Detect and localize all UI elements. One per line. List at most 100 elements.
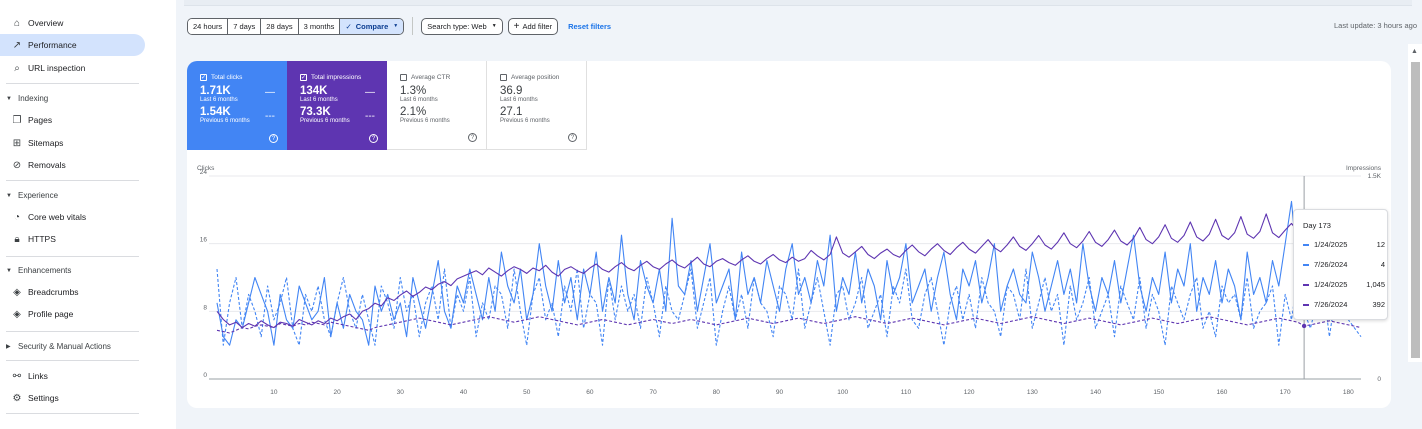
nav-performance[interactable]: ↗ Performance [0, 34, 145, 56]
solid-line-icon: — [365, 87, 375, 98]
x-tick-label: 180 [1343, 389, 1354, 396]
x-tick-label: 60 [586, 389, 594, 396]
section-indexing[interactable]: ▼ Indexing [6, 94, 48, 103]
caret-right-icon: ▶ [6, 344, 11, 350]
home-icon: ⌂ [13, 17, 21, 29]
x-tick-label: 10 [270, 389, 278, 396]
layers-icon: ◈ [13, 286, 21, 298]
scroll-up-arrow-icon[interactable]: ▲ [1411, 48, 1418, 55]
left-tick-label: 24 [200, 169, 208, 176]
metric-ctr-value: 1.3% [400, 85, 427, 97]
series-line [216, 268, 1362, 346]
chart-grid [209, 175, 1361, 380]
section-experience[interactable]: ▼ Experience [6, 191, 58, 200]
dashed-line-icon: --- [265, 111, 275, 122]
nav-core-web-vitals-label: Core web vitals [28, 212, 87, 222]
nav-pages-label: Pages [28, 115, 53, 125]
metric-average-ctr[interactable]: Average CTR 1.3% Last 6 months 2.1% Prev… [387, 61, 487, 150]
filter-toolbar: 24 hours 7 days 28 days 3 months ✓ Compar… [187, 17, 611, 35]
left-tick-label: 8 [203, 304, 207, 311]
x-tick-label: 100 [837, 389, 848, 396]
sidebar: ⌂ Overview ↗ Performance ⌕ URL inspection ▼… [0, 0, 150, 429]
metric-ctr-label: Average CTR [411, 74, 451, 81]
series-line [216, 316, 1362, 334]
section-indexing-label: Indexing [18, 94, 49, 103]
compare-label: Compare [355, 21, 389, 31]
search-type-label: Search type: Web [427, 21, 487, 31]
vertical-scrollbar[interactable]: ▲ [1408, 44, 1422, 362]
metric-label: ✓ Total impressions [300, 74, 387, 81]
nav-pages[interactable]: ❐ Pages [6, 109, 145, 131]
x-tick-label: 150 [1153, 389, 1164, 396]
nav-links[interactable]: ⚯ Links [6, 365, 145, 387]
section-security[interactable]: ▶ Security & Manual Actions [6, 342, 111, 351]
range-3m[interactable]: 3 months [298, 18, 341, 34]
metric-ctr-prev-period: Previous 6 months [400, 118, 450, 124]
nav-settings[interactable]: ⚙ Settings [6, 387, 145, 409]
metric-total-clicks[interactable]: ✓ Total clicks 1.71K — Last 6 months 1.54… [187, 61, 287, 150]
metric-impressions-period: Last 6 months [300, 97, 338, 103]
gauge-icon: ◔ [13, 211, 21, 223]
nav-overview[interactable]: ⌂ Overview [6, 12, 145, 34]
add-filter-button[interactable]: + Add filter [507, 17, 559, 35]
reset-filters-link[interactable]: Reset filters [568, 21, 612, 31]
chart-series [216, 200, 1362, 346]
metric-clicks-period: Last 6 months [200, 97, 238, 103]
help-icon[interactable]: ? [468, 133, 477, 142]
section-enhancements[interactable]: ▼ Enhancements [6, 266, 71, 275]
solid-line-icon: — [265, 87, 275, 98]
help-icon[interactable]: ? [568, 133, 577, 142]
checkbox-unchecked-icon[interactable] [400, 74, 407, 81]
nav-removals[interactable]: ⊘ Removals [6, 154, 145, 176]
checkbox-checked-icon[interactable]: ✓ [200, 74, 207, 81]
x-tick-label: 170 [1280, 389, 1291, 396]
plus-icon: + [513, 20, 520, 32]
checkbox-unchecked-icon[interactable] [500, 74, 507, 81]
dropdown-arrow-icon: ▼ [491, 23, 497, 29]
nav-performance-label: Performance [28, 40, 77, 50]
performance-chart[interactable]: Clicks Impressions 0 8 16 24 0 1.5K 10 20 30 40 50… [187, 161, 1391, 421]
x-tick-label: 20 [333, 389, 341, 396]
nav-https[interactable]: 🔒︎ HTTPS [6, 228, 145, 250]
nav-profile-page[interactable]: ◈ Profile page [6, 303, 145, 325]
left-axis-label: Clicks [197, 165, 215, 172]
nav-breadcrumbs[interactable]: ◈ Breadcrumbs [6, 281, 145, 303]
right-tick-label: 1.5K [1368, 173, 1382, 180]
nav-sitemaps[interactable]: ⊞ Sitemaps [6, 132, 145, 154]
range-7d[interactable]: 7 days [228, 18, 262, 34]
nav-removals-label: Removals [28, 160, 66, 170]
help-icon[interactable]: ? [369, 134, 378, 143]
divider [6, 360, 139, 361]
caret-down-icon: ▼ [6, 192, 12, 199]
x-tick-label: 80 [713, 389, 721, 396]
tooltip-row: 1/24/2025 1,045 [1303, 280, 1385, 289]
links-icon: ⚯ [12, 370, 22, 382]
nav-settings-label: Settings [28, 393, 59, 403]
metric-label: Average position [500, 74, 586, 81]
nav-url-inspection[interactable]: ⌕ URL inspection [6, 57, 145, 79]
tooltip-title: Day 173 [1303, 221, 1331, 230]
scrollbar-thumb[interactable] [1411, 62, 1420, 358]
metric-total-impressions[interactable]: ✓ Total impressions 134K — Last 6 months … [287, 61, 387, 150]
x-tick-label: 160 [1217, 389, 1228, 396]
x-tick-label: 30 [397, 389, 405, 396]
help-icon[interactable]: ? [269, 134, 278, 143]
trending-icon: ↗ [12, 39, 22, 51]
metric-average-position[interactable]: Average position 36.9 Last 6 months 27.1… [487, 61, 587, 150]
hover-point [1301, 323, 1307, 329]
checkbox-checked-icon[interactable]: ✓ [300, 74, 307, 81]
range-28d[interactable]: 28 days [261, 18, 299, 34]
range-24h[interactable]: 24 hours [188, 18, 229, 34]
compare-button[interactable]: ✓ Compare ▼ [340, 18, 404, 34]
pages-icon: ❐ [12, 114, 22, 126]
nav-sitemaps-label: Sitemaps [28, 138, 64, 148]
dashed-line-icon: --- [365, 111, 375, 122]
performance-card: ✓ Total clicks 1.71K — Last 6 months 1.54… [187, 61, 1391, 408]
tooltip-date: 1/24/2025 [1314, 280, 1348, 289]
nav-core-web-vitals[interactable]: ◔ Core web vitals [6, 206, 145, 228]
divider [6, 180, 139, 181]
tooltip-value: 4 [1380, 260, 1385, 269]
series-swatch [1303, 243, 1309, 246]
search-type-chip[interactable]: Search type: Web ▼ [421, 17, 503, 35]
x-tick-label: 90 [776, 389, 784, 396]
